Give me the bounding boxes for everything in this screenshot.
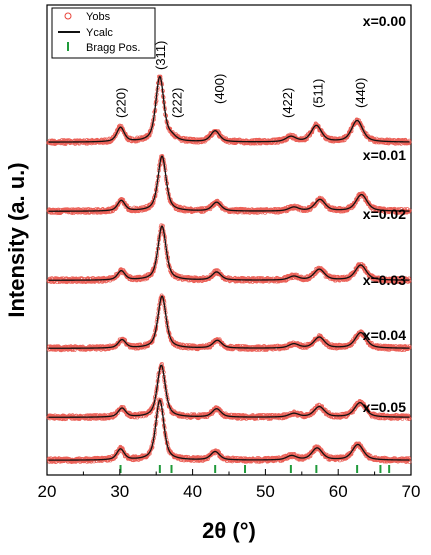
yobs-points <box>46 223 412 285</box>
peak-label: (220) <box>114 88 129 118</box>
x-tick-label: 70 <box>402 482 421 501</box>
ycalc-line <box>48 399 410 461</box>
ycalc-line <box>48 75 410 143</box>
x-tick-label: 40 <box>183 482 202 501</box>
peak-label: (222) <box>169 88 184 118</box>
series-label: x=0.01 <box>363 147 406 163</box>
ycalc-line <box>48 155 410 212</box>
legend: Yobs Ycalc Bragg Pos. <box>51 7 156 59</box>
diffraction-pattern <box>46 223 412 285</box>
peak-labels: (220) (311) (222) (400) (422) (511) (440) <box>114 41 369 118</box>
series-label: x=0.03 <box>363 272 406 288</box>
series-label: x=0.02 <box>363 206 406 222</box>
x-axis-label: 2θ (°) <box>202 518 256 543</box>
y-axis-label: Intensity (a. u.) <box>4 162 29 317</box>
x-tick-label: 20 <box>38 482 57 501</box>
peak-label: (422) <box>280 88 295 118</box>
diffraction-pattern <box>46 397 412 464</box>
yobs-points <box>46 293 412 353</box>
peak-label: (400) <box>212 74 227 104</box>
series-layer <box>46 74 412 464</box>
yobs-points <box>46 154 412 216</box>
legend-label: Ycalc <box>86 27 113 39</box>
legend-label: Yobs <box>86 11 111 23</box>
peak-label: (311) <box>153 41 168 70</box>
x-tick-label: 50 <box>256 482 275 501</box>
series-labels: x=0.00 x=0.01 x=0.02 x=0.03 x=0.04 x=0.05 <box>363 13 406 415</box>
ycalc-line <box>48 295 410 349</box>
diffraction-pattern <box>46 154 412 216</box>
bragg-layer <box>119 465 391 473</box>
diffraction-pattern <box>46 293 412 353</box>
peak-label: (440) <box>353 78 368 108</box>
ycalc-line <box>48 364 410 418</box>
legend-marker-circle <box>64 12 72 20</box>
x-axis: 20 30 40 50 60 70 <box>38 469 421 501</box>
diffraction-pattern <box>46 362 412 422</box>
yobs-points <box>46 362 412 422</box>
series-label: x=0.04 <box>363 327 406 343</box>
series-label: x=0.00 <box>363 13 406 29</box>
series-label: x=0.05 <box>363 399 406 415</box>
ycalc-line <box>48 225 410 281</box>
x-tick-label: 30 <box>110 482 129 501</box>
legend-label: Bragg Pos. <box>86 42 140 54</box>
diffraction-pattern <box>46 74 412 146</box>
peak-label: (511) <box>310 79 325 108</box>
x-tick-label: 60 <box>329 482 348 501</box>
